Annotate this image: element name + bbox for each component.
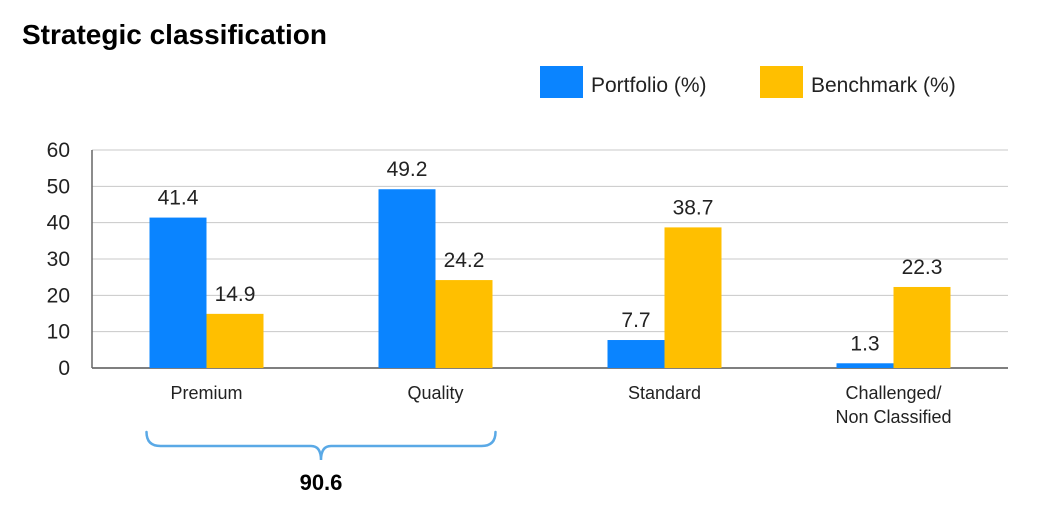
y-tick-label: 10 [47, 321, 70, 344]
y-tick-label: 50 [47, 175, 70, 198]
data-label: 7.7 [621, 309, 650, 332]
chart-title: Strategic classification [22, 19, 327, 50]
data-label: 22.3 [902, 256, 943, 279]
bar-benchmark-0 [206, 313, 264, 368]
data-labels: 41.4 14.9 49.2 24.2 7.7 38.7 1.3 22.3 [158, 158, 943, 355]
bar-benchmark-2 [664, 227, 722, 368]
y-tick-label: 0 [58, 357, 70, 380]
bar-portfolio-2 [607, 340, 665, 368]
legend: Portfolio (%) Benchmark (%) [540, 66, 956, 98]
y-tick-label: 30 [47, 248, 70, 271]
bar-benchmark-3 [893, 286, 951, 368]
legend-label-portfolio: Portfolio (%) [591, 74, 707, 97]
annotation: 90.6 [145, 430, 497, 495]
y-tick-label: 60 [47, 139, 70, 162]
category-label: Standard [628, 383, 701, 403]
legend-swatch-portfolio [540, 66, 583, 98]
category-label: Premium [170, 383, 242, 403]
bar-portfolio-3 [836, 363, 894, 368]
bar-portfolio-0 [149, 217, 207, 368]
y-tick-label: 40 [47, 212, 70, 235]
brace-total-label: 90.6 [300, 470, 343, 495]
data-label: 49.2 [387, 158, 428, 181]
legend-swatch-benchmark [760, 66, 803, 98]
data-label: 24.2 [444, 249, 485, 272]
brace [145, 430, 497, 461]
category-labels: Premium Quality Standard Challenged/Non Cla… [170, 383, 951, 427]
data-label: 38.7 [673, 196, 714, 219]
y-tick-label: 20 [47, 284, 70, 307]
bars [149, 189, 951, 368]
category-label: Challenged/Non Classified [835, 383, 951, 427]
category-label: Quality [407, 383, 463, 403]
y-axis-ticks: 0 10 20 30 40 50 60 [47, 139, 70, 380]
bar-benchmark-1 [435, 280, 493, 368]
data-label: 1.3 [850, 332, 879, 355]
legend-label-benchmark: Benchmark (%) [811, 74, 956, 97]
data-label: 14.9 [215, 283, 256, 306]
data-label: 41.4 [158, 187, 199, 210]
bar-portfolio-1 [378, 189, 436, 368]
